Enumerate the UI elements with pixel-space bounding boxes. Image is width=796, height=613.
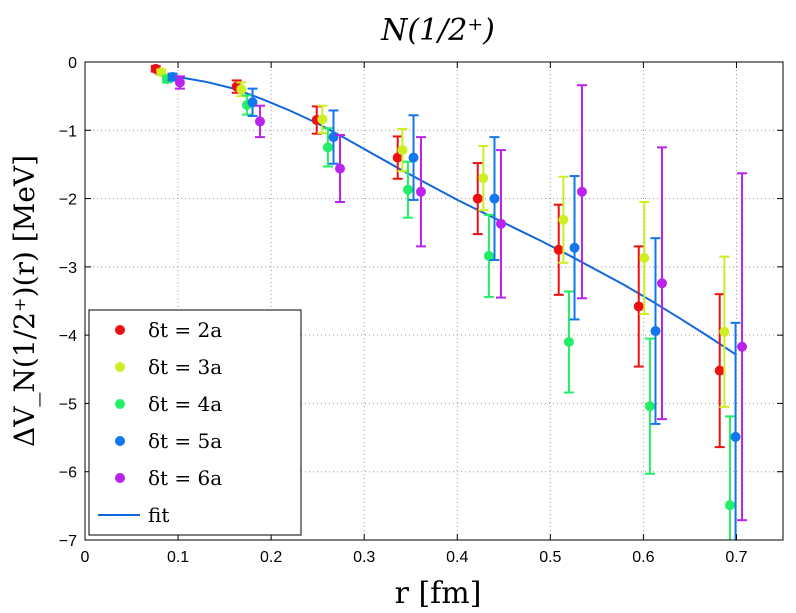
data-point	[553, 244, 564, 255]
data-point	[174, 77, 185, 88]
y-tick-label: −2	[59, 192, 77, 209]
y-tick-label: −6	[59, 465, 77, 482]
x-tick-label: 0.6	[632, 549, 654, 566]
data-point	[719, 326, 730, 337]
legend-marker	[115, 325, 125, 335]
series-4	[167, 72, 741, 540]
ticks: 0 0.1 0.2 0.3 0.4 0.5 0.6 0.7 0 −1 −2 −3 −4 −5 −6 −7	[59, 55, 783, 566]
legend-marker	[115, 473, 125, 483]
legend-items: δt = 2a δt = 3a δt = 4a δt = 5a δt = 6a fit	[98, 318, 222, 527]
legend-label: fit	[148, 503, 169, 527]
data-point	[392, 152, 403, 163]
legend-marker	[115, 436, 125, 446]
data-point	[483, 250, 494, 261]
data-point	[328, 132, 339, 143]
legend-item: δt = 2a	[115, 318, 222, 342]
data-point	[657, 278, 668, 289]
legend-item: δt = 4a	[115, 392, 222, 416]
data-point	[730, 431, 741, 442]
y-tick-label: −7	[59, 533, 77, 550]
y-tick-label: −1	[59, 123, 77, 140]
chart-title: N(1/2⁺)	[380, 13, 495, 48]
legend-marker	[115, 399, 125, 409]
legend-item: δt = 5a	[115, 429, 222, 453]
x-axis-label: r [fm]	[395, 576, 482, 611]
data-point	[639, 252, 650, 263]
data-point	[650, 326, 661, 337]
legend-label: δt = 4a	[148, 392, 222, 416]
legend-label: δt = 6a	[148, 466, 222, 490]
data-point	[335, 163, 346, 174]
data-point	[644, 401, 655, 412]
legend-item: fit	[98, 503, 169, 527]
data-point	[558, 214, 569, 225]
y-tick-label: −4	[59, 328, 77, 345]
data-point	[254, 116, 265, 127]
data-point	[576, 186, 587, 197]
legend-label: δt = 2a	[148, 318, 222, 342]
x-tick-label: 0.3	[353, 549, 375, 566]
series-2	[156, 67, 730, 408]
data-point	[472, 193, 483, 204]
plot-frame	[84, 61, 784, 541]
data-point	[478, 173, 489, 184]
y-axis-label: ΔV_N(1/2⁺)(r) [MeV]	[8, 155, 41, 447]
series-layer	[150, 63, 748, 540]
data-point	[563, 336, 574, 347]
data-point	[569, 242, 580, 253]
y-tick-label: −5	[59, 396, 77, 413]
data-point	[236, 84, 247, 95]
data-point	[714, 365, 725, 376]
x-tick-label: 0.5	[539, 549, 561, 566]
series-5	[174, 75, 748, 522]
legend-label: δt = 3a	[148, 355, 222, 379]
data-point	[724, 500, 735, 511]
legend: δt = 2a δt = 3a δt = 4a δt = 5a δt = 6a fit	[88, 309, 302, 536]
legend-box	[88, 309, 302, 536]
data-point	[415, 186, 426, 197]
legend-marker	[115, 362, 125, 372]
data-point	[737, 341, 748, 352]
data-point	[322, 142, 333, 153]
data-point	[167, 72, 178, 83]
data-point	[402, 184, 413, 195]
legend-item: δt = 6a	[115, 466, 222, 490]
data-point	[397, 145, 408, 156]
x-tick-label: 0.1	[167, 549, 189, 566]
series-3	[161, 74, 735, 540]
y-tick-label: 0	[68, 55, 77, 72]
series-1	[150, 63, 725, 449]
x-tick-label: 0.2	[260, 549, 282, 566]
legend-label: δt = 5a	[148, 429, 222, 453]
x-tick-label: 0.7	[725, 549, 747, 566]
data-point	[633, 301, 644, 312]
data-point	[317, 114, 328, 125]
data-point	[408, 152, 419, 163]
data-point	[496, 218, 507, 229]
legend-item: δt = 3a	[115, 355, 222, 379]
x-tick-label: 0.4	[446, 549, 468, 566]
data-point	[489, 193, 500, 204]
x-tick-label: 0	[81, 549, 90, 566]
y-tick-label: −3	[59, 260, 77, 277]
